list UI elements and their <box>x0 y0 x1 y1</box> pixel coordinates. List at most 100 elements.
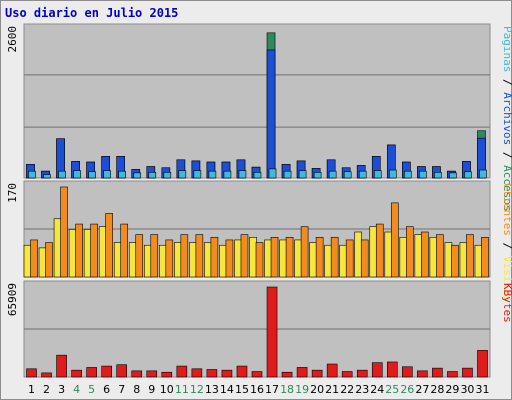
bar-paginas-day-19 <box>298 170 307 179</box>
bar-clientes-day-30 <box>466 234 474 278</box>
x-tick-label-14: 14 <box>220 383 234 396</box>
x-tick-label-16: 16 <box>250 383 264 396</box>
bar-visitas-day-19 <box>294 239 302 278</box>
bar-clientes-day-2 <box>45 242 53 278</box>
x-tick-label-25: 25 <box>385 383 399 396</box>
bar-visitas-day-1 <box>23 244 32 278</box>
bar-paginas-day-29 <box>449 172 457 179</box>
bar-clientes-day-14 <box>225 239 234 278</box>
x-tick-label-30: 30 <box>460 383 474 396</box>
bar-paginas-day-24 <box>373 170 382 179</box>
bar-paginas-day-11 <box>178 170 187 179</box>
bar-kbytes-day-25 <box>386 361 398 378</box>
bar-paginas-day-15 <box>238 170 247 179</box>
bar-visitas-day-11 <box>174 242 182 278</box>
legend-item-visitas: Visitas <box>501 256 512 302</box>
legend-separator: / <box>501 145 512 165</box>
bar-paginas-day-21 <box>328 170 337 179</box>
x-tick-label-13: 13 <box>205 383 219 396</box>
bar-kbytes-day-26 <box>402 366 413 378</box>
x-tick-label-15: 15 <box>235 383 249 396</box>
bar-kbytes-day-20 <box>311 369 323 378</box>
bar-visitas-day-18 <box>279 239 287 278</box>
bar-visitas-day-8 <box>128 242 137 278</box>
x-tick-label-12: 12 <box>190 383 204 396</box>
bar-kbytes-day-28 <box>432 367 443 378</box>
bar-kbytes-day-19 <box>296 367 308 378</box>
x-tick-label-29: 29 <box>445 383 459 396</box>
bar-clientes-day-1 <box>30 239 38 278</box>
bar-paginas-day-18 <box>283 170 292 179</box>
bar-visitas-day-7 <box>113 242 122 278</box>
bar-kbytes-day-16 <box>251 371 263 378</box>
bar-archivos-day-17 <box>266 49 276 179</box>
bar-visitas-day-22 <box>339 244 347 278</box>
bar-clientes-day-11 <box>180 234 189 278</box>
bar-paginas-day-28 <box>434 172 442 179</box>
bar-paginas-day-6 <box>103 170 111 179</box>
bar-kbytes-day-2 <box>41 372 52 378</box>
bar-paginas-day-12 <box>193 170 202 179</box>
bar-visitas-day-6 <box>98 226 107 278</box>
bar-paginas-day-17 <box>268 168 277 179</box>
bar-kbytes-day-6 <box>101 365 112 378</box>
x-tick-label-18: 18 <box>280 383 294 396</box>
legend-separator: / <box>501 236 512 256</box>
bar-paginas-day-10 <box>163 172 172 179</box>
bar-paginas-day-7 <box>118 170 127 179</box>
bar-paginas-day-31 <box>479 169 487 179</box>
bar-visitas-day-28 <box>429 236 438 278</box>
bar-visitas-day-17 <box>264 239 272 278</box>
bar-clientes-day-23 <box>360 239 369 278</box>
bar-visitas-day-9 <box>143 244 152 278</box>
x-tick-label-23: 23 <box>355 383 369 396</box>
bar-visitas-day-21 <box>324 244 332 278</box>
bar-kbytes-day-30 <box>462 367 473 378</box>
x-tick-label-17: 17 <box>265 383 279 396</box>
x-tick-label-2: 2 <box>43 383 50 396</box>
x-tick-label-3: 3 <box>58 383 65 396</box>
bar-kbytes-day-22 <box>341 371 353 378</box>
bar-paginas-day-27 <box>419 170 427 179</box>
bar-visitas-day-3 <box>53 218 62 278</box>
x-tick-label-24: 24 <box>370 383 384 396</box>
x-tick-label-7: 7 <box>118 383 125 396</box>
legend-item-páginas: Páginas <box>501 26 512 72</box>
bar-clientes-day-12 <box>195 234 204 278</box>
bar-clientes-day-18 <box>285 236 294 278</box>
bar-clientes-day-6 <box>105 213 113 278</box>
bar-clientes-day-5 <box>90 223 98 278</box>
bar-paginas-day-26 <box>404 170 412 179</box>
bar-kbytes-day-18 <box>281 371 293 378</box>
bar-clientes-day-16 <box>255 242 264 278</box>
bar-visitas-day-15 <box>234 239 242 278</box>
bar-paginas-day-14 <box>223 170 232 179</box>
bar-clientes-day-10 <box>165 239 174 278</box>
bar-kbytes-day-7 <box>116 364 128 378</box>
bar-clientes-day-31 <box>481 236 489 278</box>
ymax-label-middle: 170 <box>6 183 19 203</box>
bar-visitas-day-12 <box>189 242 197 278</box>
x-tick-label-11: 11 <box>175 383 189 396</box>
bar-visitas-day-13 <box>204 242 212 278</box>
x-tick-label-1: 1 <box>28 383 35 396</box>
bar-visitas-day-14 <box>219 244 227 278</box>
bar-paginas-day-3 <box>58 170 66 179</box>
x-tick-label-28: 28 <box>430 383 444 396</box>
bar-clientes-day-29 <box>451 244 459 278</box>
bar-kbytes-day-10 <box>161 371 173 378</box>
bar-paginas-day-4 <box>73 170 81 179</box>
legend-top: Páginas / Archivos / Accesos <box>501 26 512 211</box>
legend-bottom: KBytes <box>501 283 512 323</box>
bar-clientes-day-9 <box>150 234 159 278</box>
bar-paginas-day-9 <box>148 172 157 179</box>
legend-item-clientes: Clientes <box>501 183 512 236</box>
bar-visitas-day-29 <box>444 242 453 278</box>
bar-visitas-day-27 <box>414 234 423 278</box>
bar-visitas-day-25 <box>384 231 393 278</box>
bar-visitas-day-2 <box>38 247 47 278</box>
bar-paginas-day-30 <box>464 171 472 179</box>
x-tick-label-9: 9 <box>148 383 155 396</box>
bar-kbytes-day-3 <box>56 354 67 378</box>
bar-paginas-day-2 <box>43 174 51 179</box>
